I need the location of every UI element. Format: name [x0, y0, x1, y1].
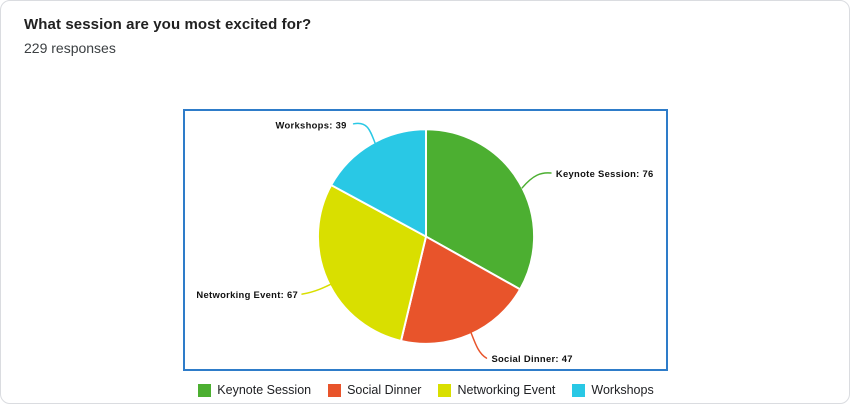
pie-slice-networking-event	[316, 184, 427, 342]
pie-slice-keynote-session	[425, 128, 536, 291]
legend-swatch-keynote-session	[198, 383, 212, 397]
question-title: What session are you most excited for?	[24, 16, 312, 33]
legend-label-keynote-session: Keynote Session	[217, 383, 312, 397]
legend-label-networking-event: Networking Event	[457, 383, 556, 397]
callout-label-networking-event: Networking Event: 67	[196, 290, 298, 300]
chart-legend: Keynote Session Social Dinner Networking E…	[1, 383, 850, 397]
legend-label-workshops: Workshops	[591, 383, 654, 397]
callout-lines	[301, 122, 552, 359]
pie-slices	[316, 128, 536, 345]
pie-chart-panel: Keynote Session: 76 Social Dinner: 47 Ne…	[183, 109, 668, 371]
pie-slice-social-dinner	[400, 235, 522, 345]
legend-item-workshops: Workshops	[572, 383, 654, 397]
callout-line-keynote-session	[521, 172, 552, 189]
legend-swatch-workshops	[572, 383, 586, 397]
callout-line-networking-event	[301, 281, 336, 295]
callout-labels: Keynote Session: 76 Social Dinner: 47 Ne…	[196, 121, 653, 364]
pie-chart: Keynote Session: 76 Social Dinner: 47 Ne…	[196, 121, 653, 364]
pie-slice-workshops	[330, 128, 427, 238]
callout-label-workshops: Workshops: 39	[276, 121, 347, 131]
response-count: 229 responses	[24, 40, 116, 56]
legend-item-networking-event: Networking Event	[438, 383, 555, 397]
legend-label-social-dinner: Social Dinner	[347, 383, 422, 397]
legend-swatch-networking-event	[438, 383, 452, 397]
callout-line-social-dinner	[469, 330, 488, 359]
callout-label-social-dinner: Social Dinner: 47	[491, 354, 572, 364]
legend-item-keynote-session: Keynote Session	[198, 383, 311, 397]
legend-item-social-dinner: Social Dinner	[328, 383, 421, 397]
legend-swatch-social-dinner	[328, 383, 342, 397]
callout-line-workshops	[352, 122, 378, 148]
callout-label-keynote-session: Keynote Session: 76	[556, 169, 654, 179]
